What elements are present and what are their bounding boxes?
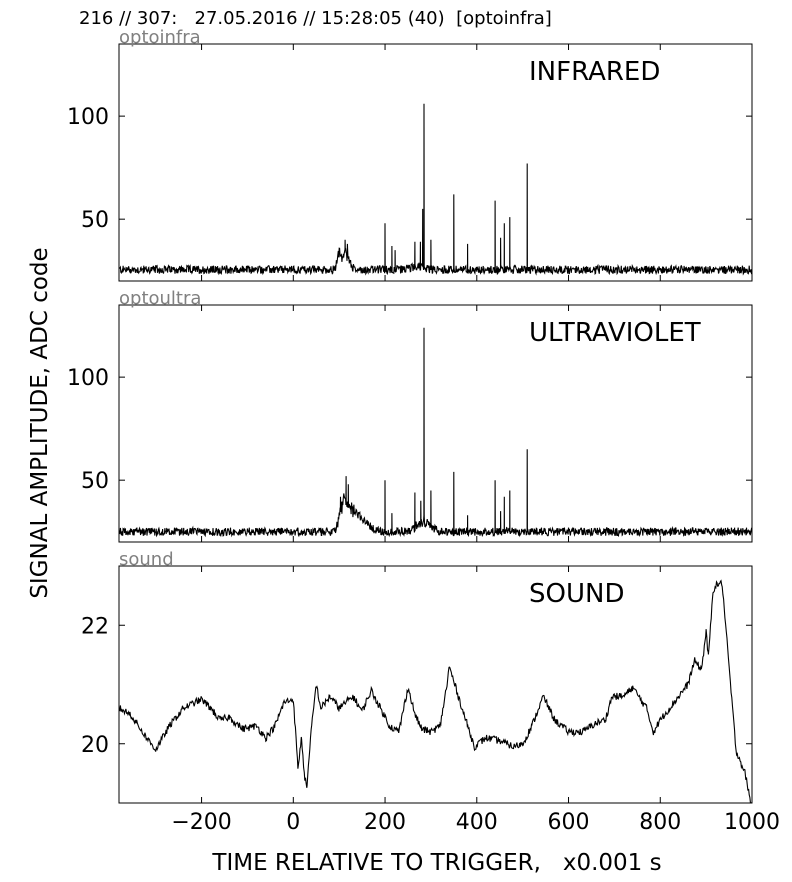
chart-panel-optoinfra: 50 100 optoinfra INFRARED — [67, 27, 753, 282]
plot-frame — [118, 43, 753, 282]
panel-source-label: sound — [119, 549, 174, 570]
figure-header: 216 // 307: 27.05.2016 // 15:28:05 (40) … — [79, 8, 552, 29]
y-tick-label: 100 — [67, 366, 109, 391]
signal-line-optoinfra — [119, 103, 752, 276]
x-tick-label: −200 — [171, 810, 231, 835]
y-tick-label: 22 — [81, 614, 109, 639]
x-tick-label: 200 — [364, 810, 406, 835]
panel-title: INFRARED — [529, 57, 660, 87]
y-tick-label: 50 — [81, 208, 109, 233]
panel-source-label: optoultra — [119, 288, 201, 309]
x-tick-label: 600 — [548, 810, 590, 835]
x-axis-label: TIME RELATIVE TO TRIGGER, x0.001 s — [212, 850, 662, 876]
x-tick-label: 1000 — [724, 810, 780, 835]
signal-line-optoultra — [119, 327, 752, 538]
x-tick-label: 400 — [456, 810, 498, 835]
plot-frame — [118, 565, 753, 804]
y-tick-label: 50 — [81, 469, 109, 494]
panel-title: SOUND — [529, 579, 624, 609]
panel-title: ULTRAVIOLET — [529, 318, 701, 348]
x-tick-label: 0 — [286, 810, 300, 835]
signal-line-sound — [119, 579, 752, 803]
chart-panel-sound: 20 22 −200 0 200 400 600 800 1000 sound SOUND — [81, 549, 780, 835]
chart-panel-optoultra: 50 100 optoultra ULTRAVIOLET — [67, 288, 753, 543]
x-tick-label: 800 — [639, 810, 681, 835]
panel-source-label: optoinfra — [119, 27, 201, 48]
y-tick-label: 20 — [81, 733, 109, 758]
plot-frame — [118, 304, 753, 543]
y-tick-label: 100 — [67, 105, 109, 130]
